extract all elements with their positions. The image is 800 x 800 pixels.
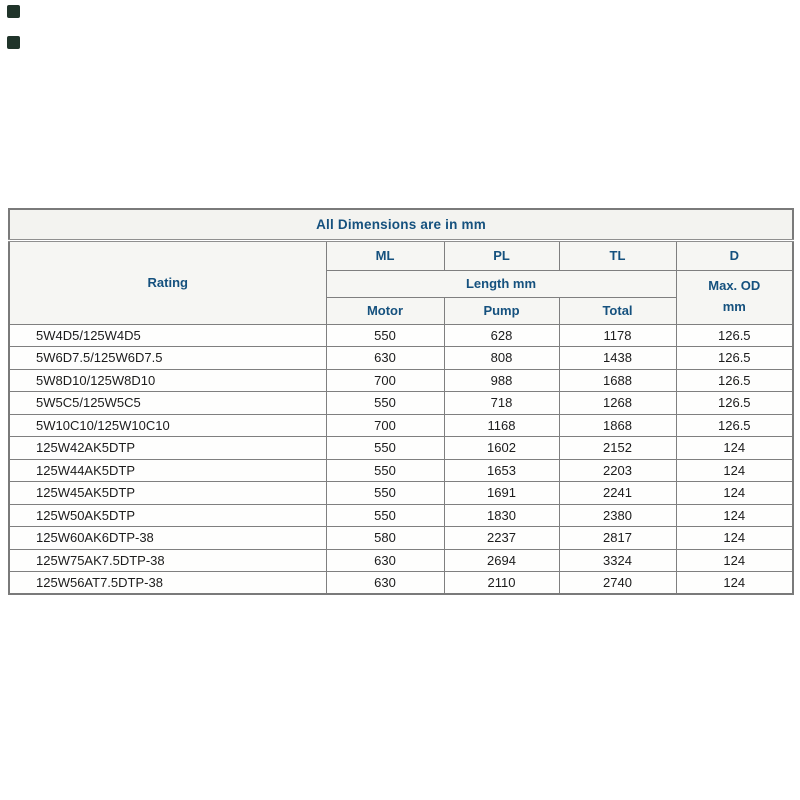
pump-length-cell: 808 (443, 346, 560, 370)
pump-length-cell: 1691 (443, 481, 560, 505)
table-row: 125W50AK5DTP 550 1830 2380 124 (8, 503, 794, 527)
total-length-cell: 1868 (558, 413, 677, 437)
total-length-cell: 2152 (558, 436, 677, 460)
max-od-cell: 124 (675, 548, 794, 572)
pump-length-cell: 628 (443, 323, 560, 347)
motor-length-cell: 550 (325, 436, 445, 460)
table-row: 5W4D5/125W4D5 550 628 1178 126.5 (8, 323, 794, 347)
col-header-pump: Pump (443, 296, 560, 325)
rating-cell: 5W8D10/125W8D10 (8, 368, 327, 392)
decorative-square (7, 5, 20, 18)
motor-length-cell: 630 (325, 346, 445, 370)
col-header-ml: ML (325, 239, 445, 271)
motor-length-cell: 700 (325, 413, 445, 437)
col-header-pl: PL (443, 239, 560, 271)
rating-cell: 125W45AK5DTP (8, 481, 327, 505)
motor-length-cell: 550 (325, 391, 445, 415)
decorative-square (7, 36, 20, 49)
motor-length-cell: 630 (325, 571, 445, 595)
motor-length-cell: 550 (325, 323, 445, 347)
rating-cell: 5W5C5/125W5C5 (8, 391, 327, 415)
total-length-cell: 2203 (558, 458, 677, 482)
rating-cell: 5W10C10/125W10C10 (8, 413, 327, 437)
table-row: 5W8D10/125W8D10 700 988 1688 126.5 (8, 368, 794, 392)
total-length-cell: 1688 (558, 368, 677, 392)
total-length-cell: 2241 (558, 481, 677, 505)
table-row: 5W10C10/125W10C10 700 1168 1868 126.5 (8, 413, 794, 437)
rating-cell: 125W75AK7.5DTP-38 (8, 548, 327, 572)
col-header-length-group: Length mm (325, 269, 677, 298)
rating-cell: 125W50AK5DTP (8, 503, 327, 527)
max-od-cell: 124 (675, 503, 794, 527)
pump-length-cell: 2110 (443, 571, 560, 595)
header-row-sub: Motor Pump Total (9, 296, 793, 325)
max-od-cell: 124 (675, 526, 794, 550)
rating-cell: 5W6D7.5/125W6D7.5 (8, 346, 327, 370)
rating-cell: 125W44AK5DTP (8, 458, 327, 482)
table-row: 125W75AK7.5DTP-38 630 2694 3324 124 (8, 548, 794, 572)
table-title: All Dimensions are in mm (8, 208, 794, 242)
max-od-cell: 124 (675, 571, 794, 595)
col-header-max-od: Max. OD mm (675, 269, 794, 325)
max-od-cell: 126.5 (675, 368, 794, 392)
motor-length-cell: 550 (325, 503, 445, 527)
col-header-total: Total (558, 296, 677, 325)
total-length-cell: 2740 (558, 571, 677, 595)
motor-length-cell: 630 (325, 548, 445, 572)
total-length-cell: 2380 (558, 503, 677, 527)
motor-length-cell: 580 (325, 526, 445, 550)
table-row: 5W5C5/125W5C5 550 718 1268 126.5 (8, 391, 794, 415)
col-header-motor: Motor (325, 296, 445, 325)
table-body: 5W4D5/125W4D5 550 628 1178 126.5 5W6D7.5/125W… (8, 323, 794, 595)
pump-length-cell: 718 (443, 391, 560, 415)
col-header-rating: Rating (8, 239, 327, 325)
pump-length-cell: 1168 (443, 413, 560, 437)
col-header-tl: TL (558, 239, 677, 271)
rating-cell: 125W56AT7.5DTP-38 (8, 571, 327, 595)
total-length-cell: 1268 (558, 391, 677, 415)
max-od-cell: 124 (675, 481, 794, 505)
max-od-cell: 124 (675, 436, 794, 460)
total-length-cell: 1178 (558, 323, 677, 347)
max-od-cell: 126.5 (675, 391, 794, 415)
dimensions-table: All Dimensions are in mm Rating ML PL TL… (8, 208, 795, 595)
rating-cell: 125W60AK6DTP-38 (8, 526, 327, 550)
max-od-cell: 126.5 (675, 346, 794, 370)
table-row: 125W44AK5DTP 550 1653 2203 124 (8, 458, 794, 482)
rating-cell: 125W42AK5DTP (8, 436, 327, 460)
max-od-cell: 126.5 (675, 413, 794, 437)
table-row: 125W45AK5DTP 550 1691 2241 124 (8, 481, 794, 505)
header-row-group: Length mm Max. OD mm (9, 269, 794, 325)
pump-length-cell: 1830 (443, 503, 560, 527)
rating-cell: 5W4D5/125W4D5 (8, 323, 327, 347)
pump-length-cell: 988 (443, 368, 560, 392)
motor-length-cell: 550 (325, 481, 445, 505)
total-length-cell: 1438 (558, 346, 677, 370)
table-row: 125W56AT7.5DTP-38 630 2110 2740 124 (8, 571, 794, 595)
table-row: 125W42AK5DTP 550 1602 2152 124 (8, 436, 794, 460)
max-od-cell: 126.5 (675, 323, 794, 347)
pump-length-cell: 2237 (443, 526, 560, 550)
pump-length-cell: 1653 (443, 458, 560, 482)
table-row: 5W6D7.5/125W6D7.5 630 808 1438 126.5 (8, 346, 794, 370)
table-header: All Dimensions are in mm Rating ML PL TL… (8, 208, 794, 325)
title-row: All Dimensions are in mm (8, 208, 794, 242)
header-row-codes: Rating ML PL TL D (8, 239, 794, 325)
total-length-cell: 2817 (558, 526, 677, 550)
pump-length-cell: 2694 (443, 548, 560, 572)
col-header-d: D (675, 239, 794, 271)
table-row: 125W60AK6DTP-38 580 2237 2817 124 (8, 526, 794, 550)
motor-length-cell: 550 (325, 458, 445, 482)
max-od-cell: 124 (675, 458, 794, 482)
pump-length-cell: 1602 (443, 436, 560, 460)
total-length-cell: 3324 (558, 548, 677, 572)
motor-length-cell: 700 (325, 368, 445, 392)
